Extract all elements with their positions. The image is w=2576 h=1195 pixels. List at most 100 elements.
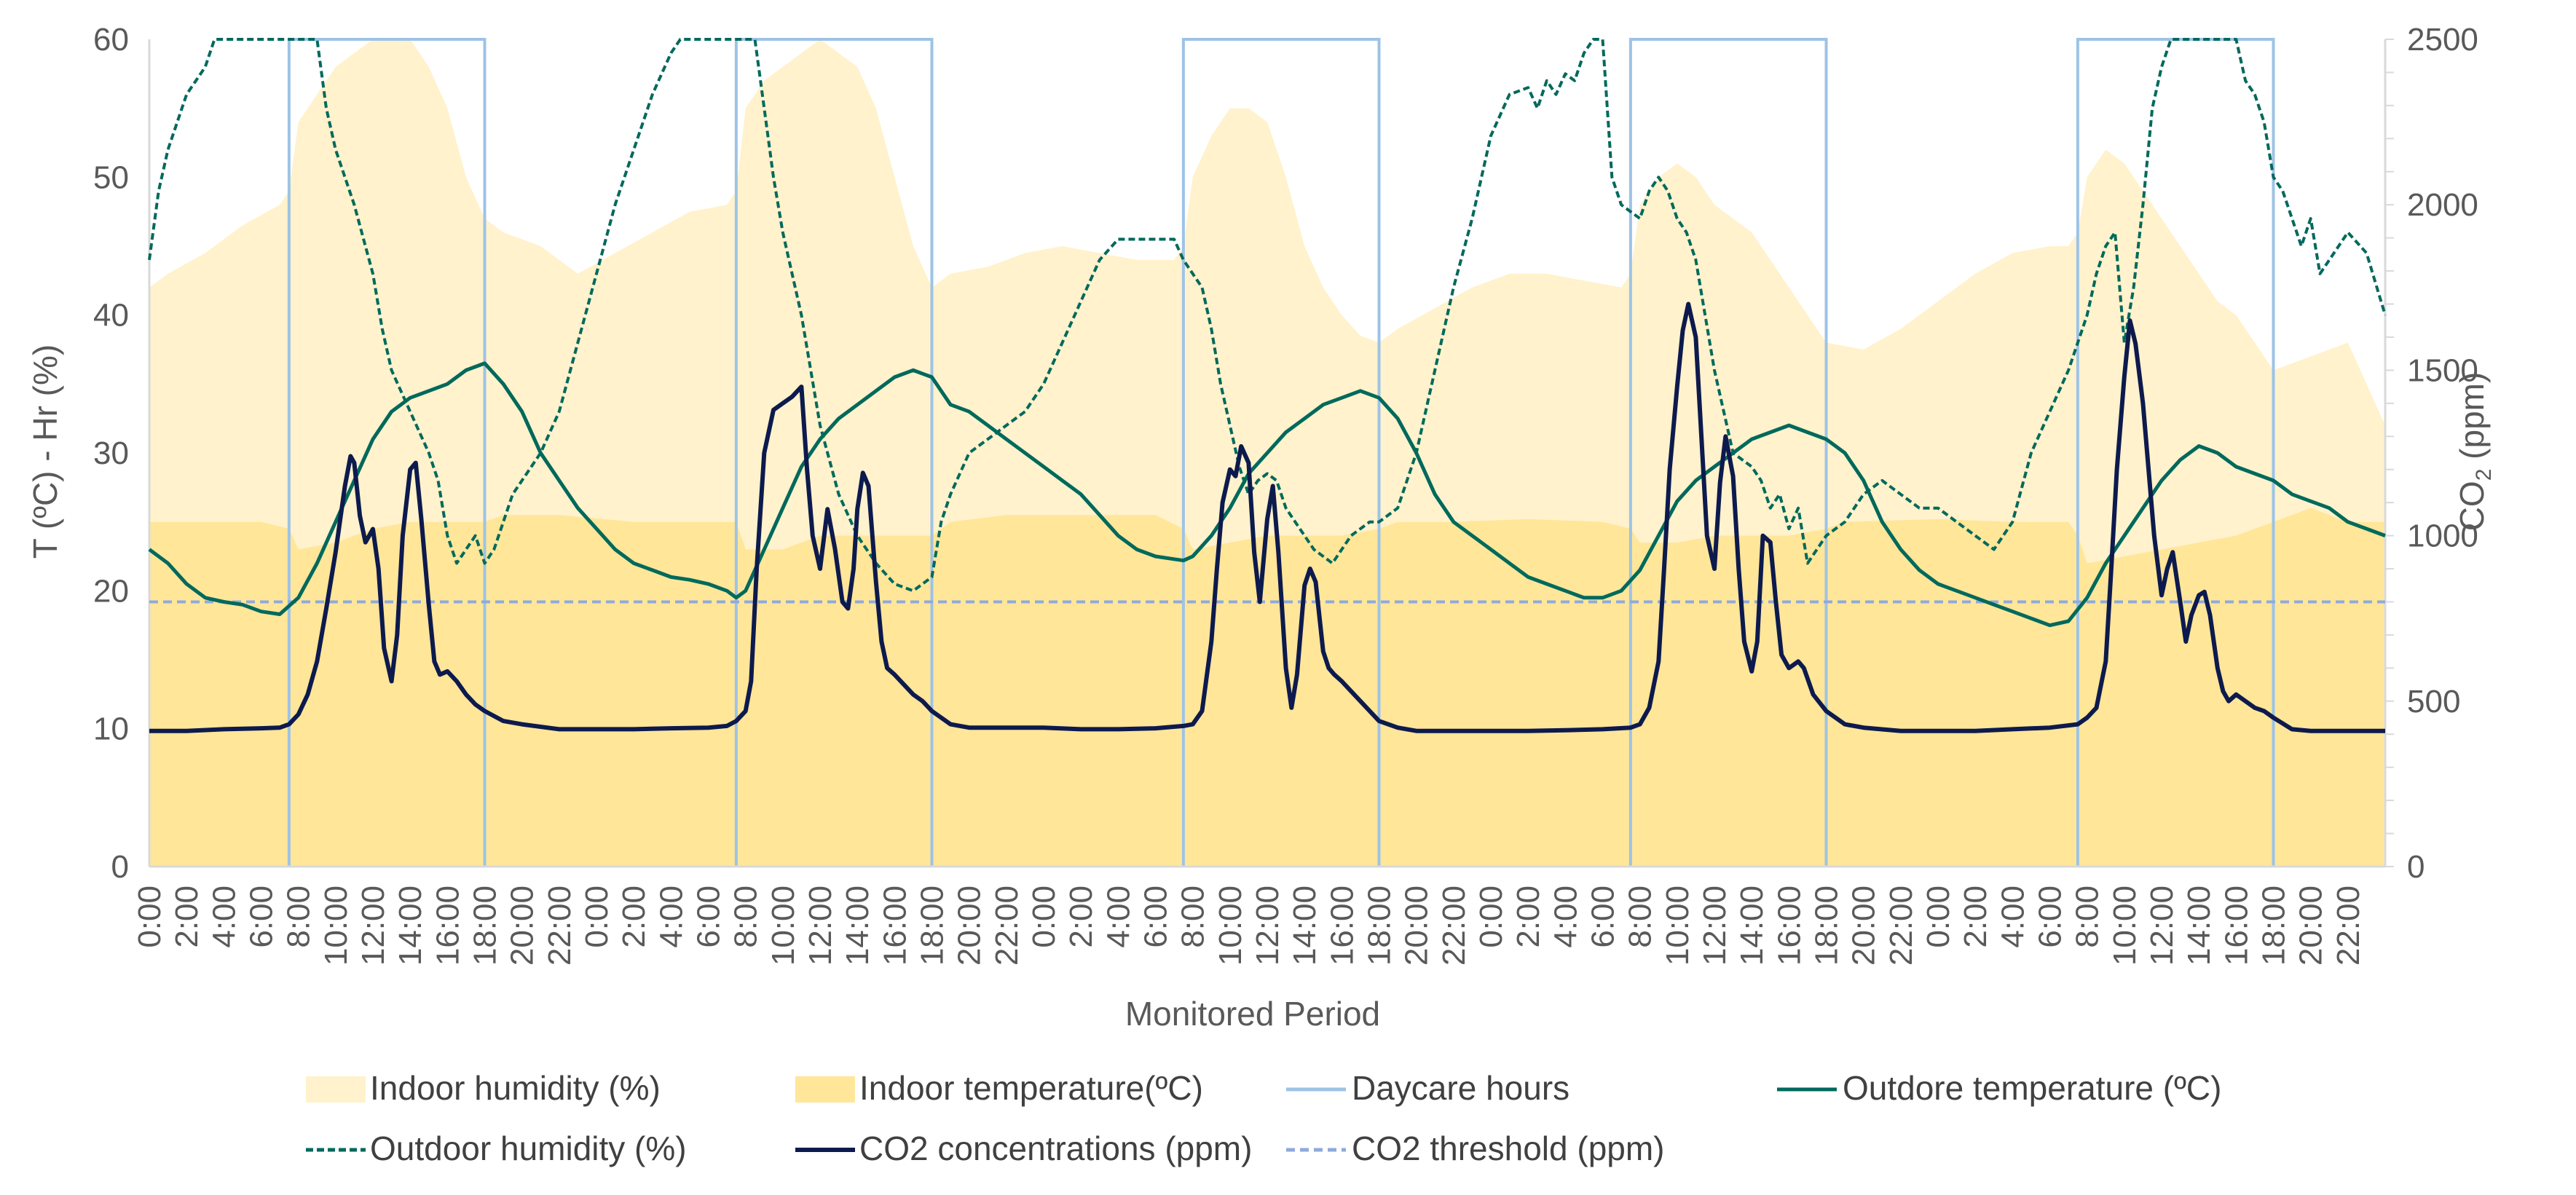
x-axis-tick-label: 2:00 [169, 886, 205, 948]
x-axis-tick-label: 0:00 [132, 886, 168, 948]
x-axis-tick-label: 22:00 [542, 886, 578, 966]
x-axis-tick-label: 12:00 [1250, 886, 1285, 966]
daycare-hours-period-1 [287, 38, 487, 867]
x-axis-tick-label: 4:00 [1995, 886, 2031, 948]
legend-swatch-indoor-temperature [795, 1076, 855, 1103]
right-axis-title: CO2 (ppm) [2453, 372, 2496, 532]
x-axis-tick-label: 2:00 [1063, 886, 1099, 948]
left-axis-tick-label: 10 [93, 711, 129, 747]
legend-label-co2-concentrations: CO2 concentrations (ppm) [859, 1129, 1252, 1167]
x-axis-tick-label: 14:00 [393, 886, 428, 966]
left-axis-tick-label: 50 [93, 159, 129, 195]
x-axis-tick-label: 22:00 [989, 886, 1025, 966]
right-axis-title-unit: (ppm) [2453, 372, 2491, 469]
x-axis-tick-label: 18:00 [1362, 886, 1398, 966]
x-axis-tick-label: 12:00 [355, 886, 391, 966]
x-axis-tick-label: 6:00 [1586, 886, 1621, 948]
x-axis-tick-label: 16:00 [430, 886, 465, 966]
left-axis-tick-label: 30 [93, 435, 129, 471]
x-axis-tick-label: 14:00 [1287, 886, 1323, 966]
x-axis-tick-label: 10:00 [1213, 886, 1248, 966]
x-axis-tick-label: 4:00 [206, 886, 242, 948]
x-axis-tick-label: 20:00 [505, 886, 540, 966]
x-axis-tick-label: 16:00 [877, 886, 913, 966]
x-axis-title: Monitored Period [1125, 995, 1380, 1033]
x-axis-tick-label: 18:00 [2256, 886, 2292, 966]
x-axis-tick-label: 12:00 [1697, 886, 1733, 966]
x-axis-tick-label: 20:00 [2293, 886, 2329, 966]
x-axis-tick-label: 14:00 [2181, 886, 2217, 966]
x-axis-tick-label: 8:00 [1623, 886, 1658, 948]
x-axis-tick-label: 6:00 [691, 886, 727, 948]
right-axis-tick-label: 2500 [2407, 22, 2478, 58]
x-axis-tick-label: 4:00 [653, 886, 689, 948]
x-axis-tick-label: 12:00 [803, 886, 838, 966]
x-axis-tick-label: 6:00 [2033, 886, 2068, 948]
x-axis-tick-label: 14:00 [840, 886, 875, 966]
x-axis-tick-label: 0:00 [1473, 886, 1509, 948]
daycare-hours-period-4 [1628, 38, 1828, 867]
legend-swatch-indoor-humidity [306, 1076, 366, 1103]
x-axis-tick-label: 4:00 [1100, 886, 1136, 948]
right-axis-tick-label: 1500 [2407, 352, 2478, 388]
right-axis-tick-label: 2000 [2407, 187, 2478, 223]
x-axis-tick-labels: 0:00 2:00 4:00 6:00 8:00 10:00 12:00 14:00 16:00… [132, 886, 2366, 966]
x-axis-tick-label: 8:00 [728, 886, 764, 948]
legend-label-outdoor-humidity: Outdoor humidity (%) [370, 1129, 687, 1167]
x-axis-tick-label: 8:00 [281, 886, 317, 948]
x-axis-tick-label: 20:00 [952, 886, 988, 966]
outdoor-humidity-line [148, 38, 2387, 593]
x-axis-tick-label: 18:00 [915, 886, 950, 966]
x-axis-tick-label: 18:00 [1809, 886, 1845, 966]
x-axis-tick-label: 14:00 [1734, 886, 1770, 966]
x-axis-tick-label: 20:00 [1399, 886, 1435, 966]
right-axis-tick-label: 1000 [2407, 518, 2478, 554]
legend-label-outdoor-temperature: Outdore temperature (ºC) [1843, 1069, 2221, 1107]
x-axis-tick-label: 0:00 [579, 886, 615, 948]
x-axis-tick-label: 6:00 [244, 886, 280, 948]
x-axis-tick-label: 0:00 [1026, 886, 1062, 948]
right-axis-tick-labels: 0 500 1000 1500 2000 2500 [2407, 22, 2478, 885]
x-axis-tick-label: 2:00 [1958, 886, 1993, 948]
x-axis-tick-label: 10:00 [765, 886, 801, 966]
x-axis-tick-label: 6:00 [1138, 886, 1174, 948]
x-axis-tick-label: 22:00 [2331, 886, 2366, 966]
legend-label-co2-threshold: CO2 threshold (ppm) [1352, 1129, 1665, 1167]
x-axis-tick-label: 0:00 [1921, 886, 1956, 948]
left-axis-tick-labels: 0 10 20 30 40 50 60 [93, 22, 129, 885]
x-axis-tick-label: 8:00 [2070, 886, 2106, 948]
x-axis-tick-label: 10:00 [1660, 886, 1695, 966]
x-axis-tick-label: 10:00 [2107, 886, 2143, 966]
right-axis-tick-label: 500 [2407, 684, 2460, 719]
daycare-hours-period-3 [1181, 38, 1381, 867]
legend-label-daycare-hours: Daycare hours [1352, 1069, 1569, 1107]
x-axis-tick-label: 2:00 [1510, 886, 1546, 948]
co2-concentration-line [149, 301, 2385, 733]
x-axis-tick-label: 20:00 [1846, 886, 1882, 966]
left-axis-tick-label: 0 [111, 849, 129, 885]
x-axis-tick-label: 2:00 [616, 886, 652, 948]
left-axis-tick-label: 20 [93, 573, 129, 609]
x-axis-tick-label: 18:00 [468, 886, 503, 966]
daycare-hours-period-2 [734, 38, 934, 867]
right-axis-title-main: CO [2453, 481, 2491, 531]
x-axis-tick-label: 4:00 [1548, 886, 1583, 948]
legend-label-indoor-humidity: Indoor humidity (%) [370, 1069, 661, 1107]
legend-label-indoor-temperature: Indoor temperature(ºC) [859, 1069, 1203, 1107]
x-axis-tick-label: 12:00 [2144, 886, 2180, 966]
right-axis-title-subscript: 2 [2472, 469, 2496, 481]
right-axis-tick-label: 0 [2407, 849, 2425, 885]
x-axis-tick-label: 22:00 [1883, 886, 1919, 966]
left-axis-tick-label: 60 [93, 22, 129, 58]
x-axis-tick-label: 8:00 [1175, 886, 1211, 948]
x-axis-tick-label: 16:00 [1771, 886, 1807, 966]
plot-area [148, 38, 2394, 868]
legend: Indoor humidity (%) Indoor temperature(º… [306, 1069, 2221, 1167]
x-axis-tick-label: 16:00 [2218, 886, 2254, 966]
left-axis-title: T (ºC) - Hr (%) [26, 344, 64, 559]
x-axis-tick-label: 22:00 [1436, 886, 1472, 966]
left-axis-tick-label: 40 [93, 298, 129, 334]
x-axis-tick-label: 16:00 [1324, 886, 1360, 966]
x-axis-tick-label: 10:00 [318, 886, 354, 966]
